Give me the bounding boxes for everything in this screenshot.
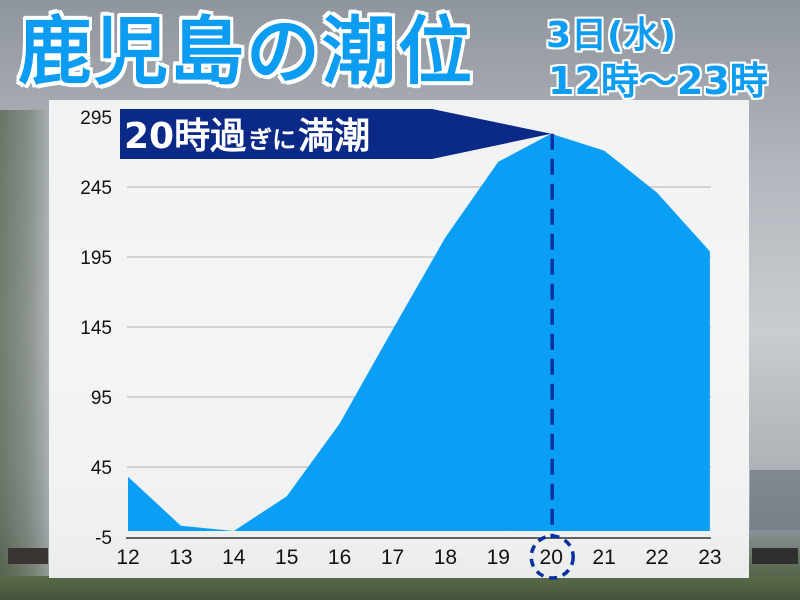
y-tick-label: 245 [80,178,112,199]
background-tree [0,110,50,580]
y-axis-ticks: 295 245 195 145 95 45 -5 [80,108,112,549]
x-tick-label: 17 [381,546,404,569]
time-range-label: 12時〜23時 [548,59,768,103]
x-tick-label: 23 [698,546,721,569]
tide-area [128,133,710,532]
y-tick-label: 295 [80,108,112,129]
y-tick-label: -5 [95,528,112,549]
x-axis-ticks: 12 13 14 15 16 17 18 19 20 21 22 23 [116,546,721,569]
x-tick-label: 22 [645,546,668,569]
x-tick-label: 20 [540,546,563,569]
highlight-circle [529,534,575,580]
background-bench-right [752,548,798,564]
y-tick-label: 45 [91,458,112,479]
y-tick-label: 195 [80,248,112,269]
background-grass [0,576,800,600]
y-tick-label: 95 [91,388,112,409]
x-tick-label: 18 [434,546,457,569]
x-tick-label: 13 [169,546,192,569]
background-hill [750,470,800,530]
x-tick-label: 19 [487,546,510,569]
x-tick-label: 12 [116,546,139,569]
x-tick-label: 21 [592,546,615,569]
y-tick-label: 145 [80,318,112,339]
high-tide-banner: 20時過ぎに満潮 [120,109,552,159]
x-tick-label: 16 [328,546,351,569]
banner-shape [120,109,552,159]
background-bench-left [8,548,48,564]
banner-text: 20時過ぎに満潮 [124,116,370,157]
x-tick-label: 14 [222,546,246,569]
x-tick-label: 15 [275,546,298,569]
date-label: 3日(水) [546,15,676,56]
page-title: 鹿児島の潮位 [18,9,474,95]
